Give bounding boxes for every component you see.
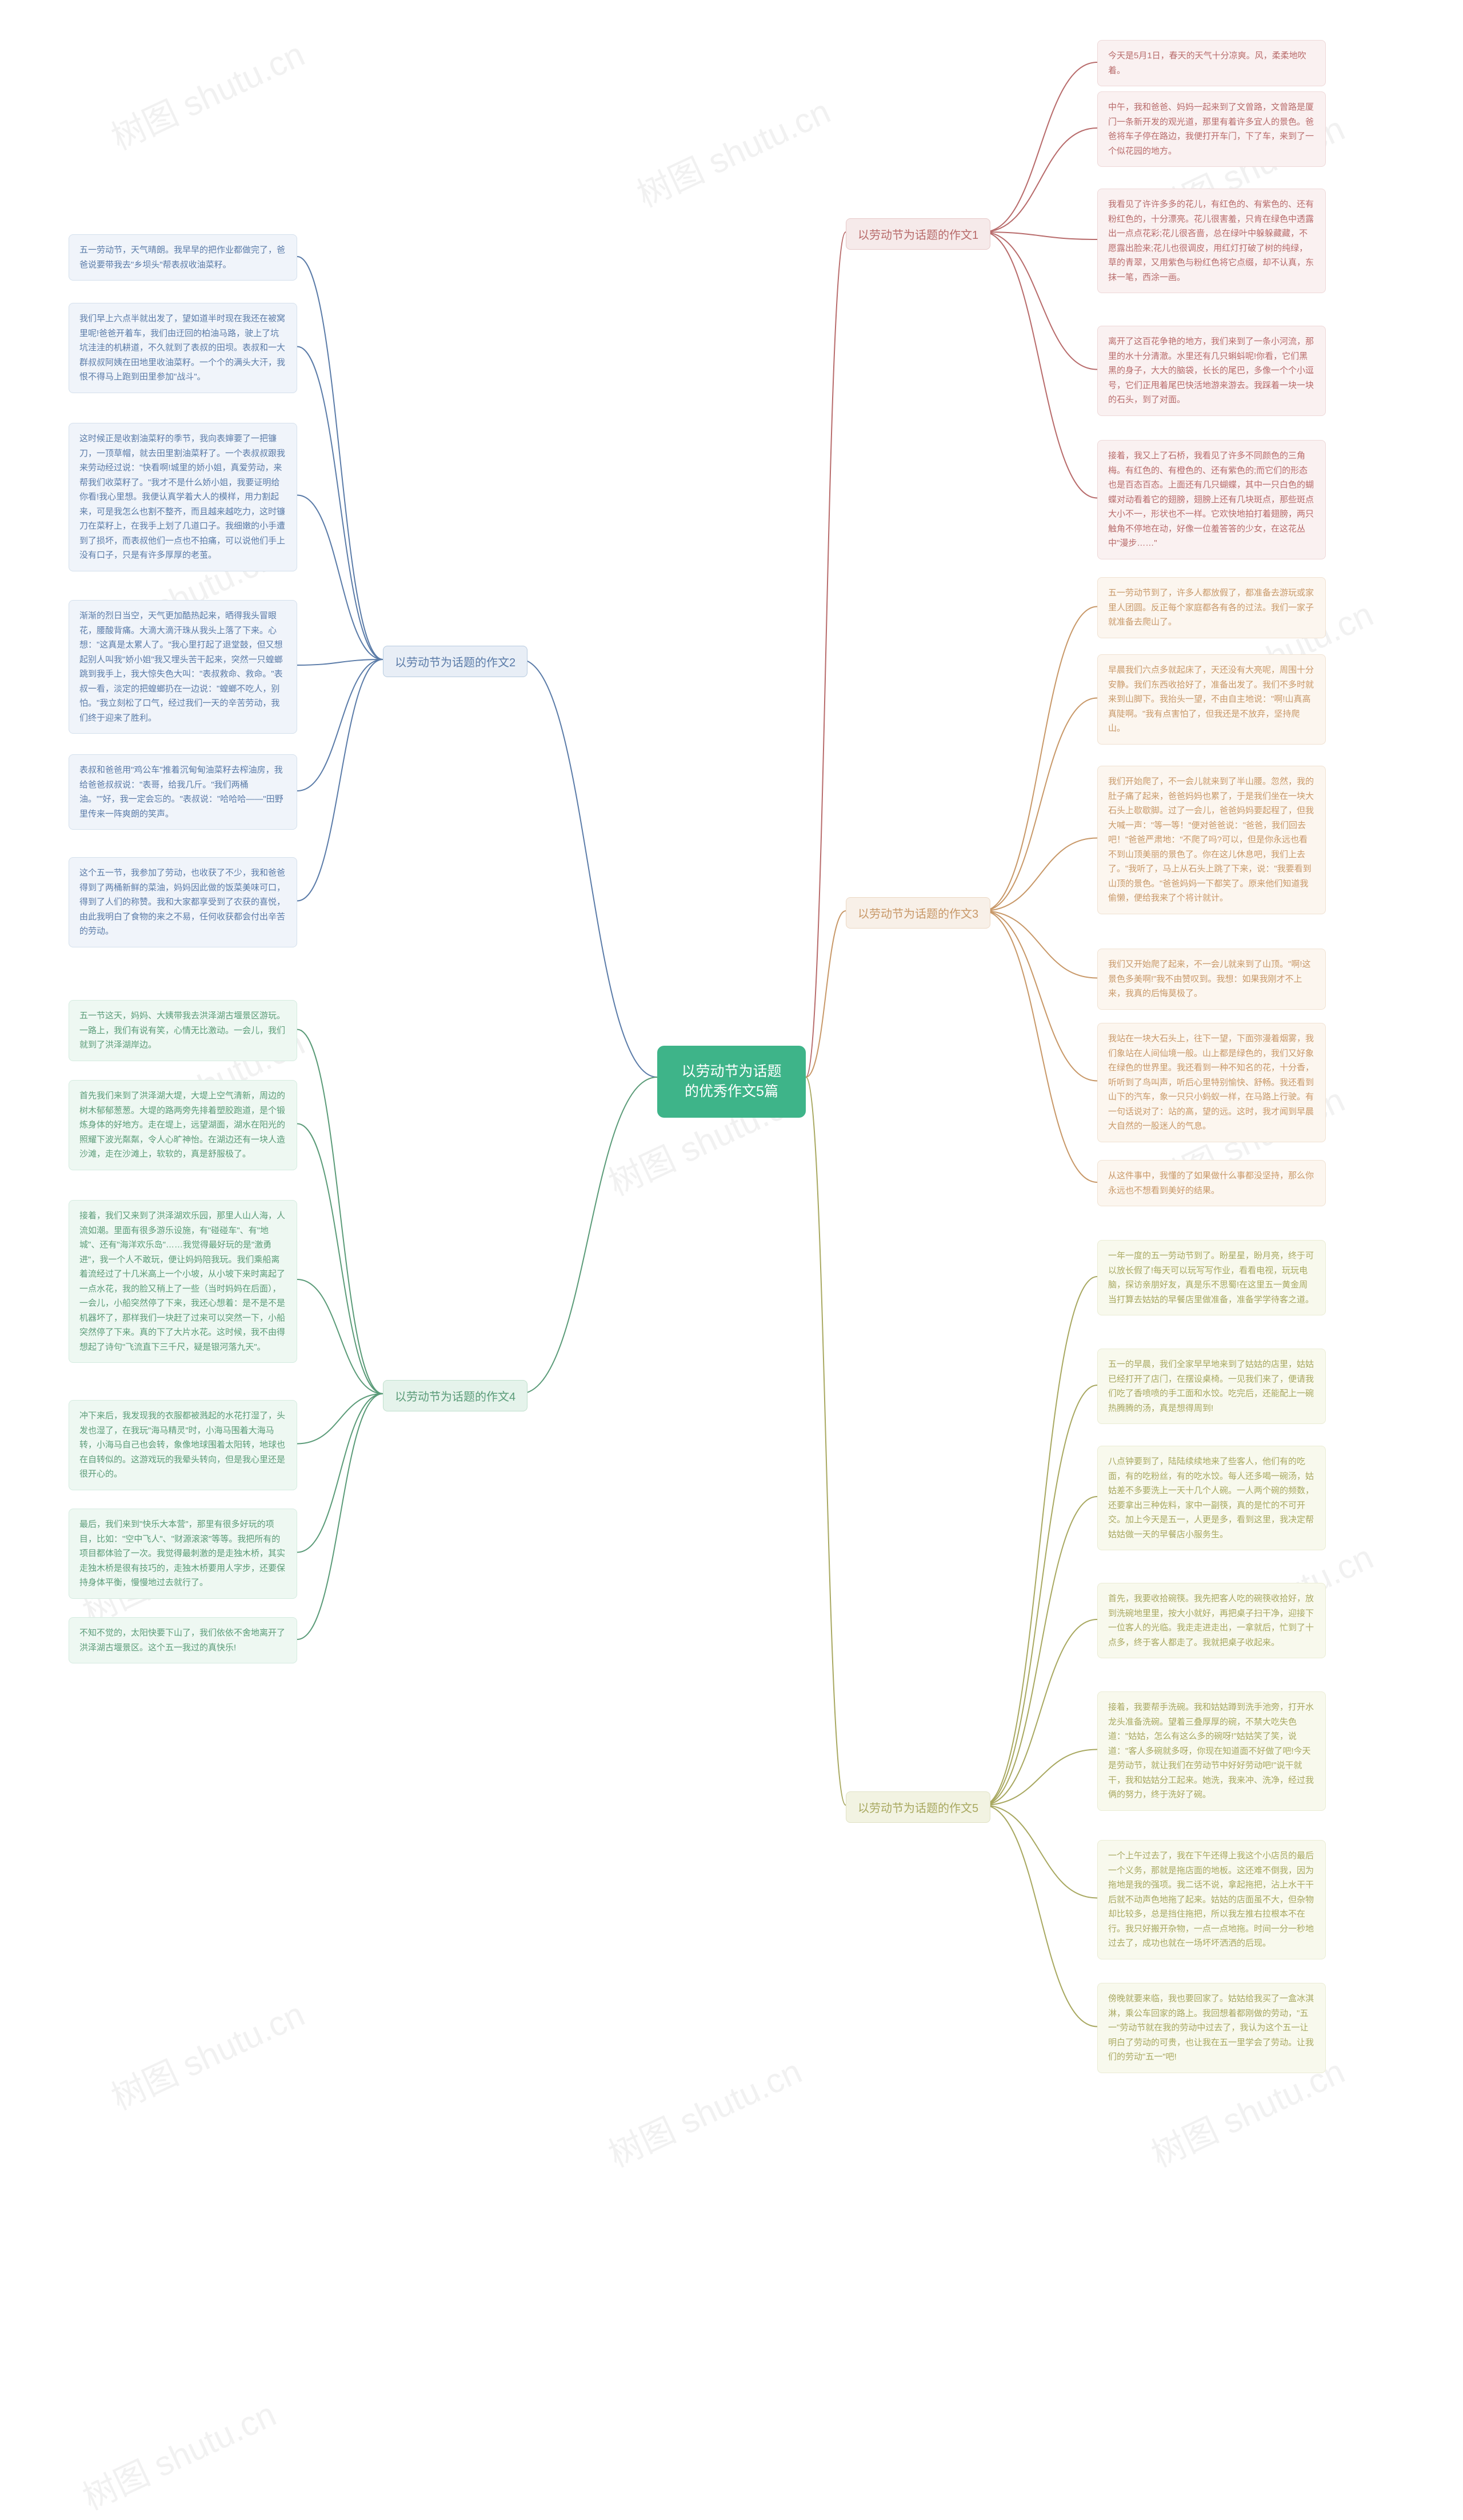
leaf-node: 接着，我们又来到了洪泽湖欢乐园，那里人山人海，人流如潮。里面有很多游乐设施，有"… <box>69 1200 297 1363</box>
branch-b5[interactable]: 以劳动节为话题的作文5 <box>846 1791 990 1823</box>
leaf-node: 不知不觉的，太阳快要下山了，我们依依不舍地离开了洪泽湖古堰景区。这个五一我过的真… <box>69 1617 297 1663</box>
leaf-node: 中午，我和爸爸、妈妈一起来到了文曾路，文曾路是厦门一条新开发的观光道，那里有着许… <box>1097 91 1326 167</box>
leaf-node: 八点钟要到了，陆陆续续地来了些客人，他们有的吃面，有的吃粉丝，有的吃水饺。每人还… <box>1097 1446 1326 1550</box>
leaf-node: 首先，我要收拾碗筷。我先把客人吃的碗筷收拾好，放到洗碗地里里，按大小就好，再把桌… <box>1097 1583 1326 1658</box>
leaf-node: 我站在一块大石头上，往下一望，下面弥漫着烟雾，我们象站在人间仙境一般。山上都是绿… <box>1097 1023 1326 1142</box>
leaf-node: 接着，我要帮手洗碗。我和姑姑蹲到洗手池旁，打开水龙头准备洗碗。望着三叠厚厚的碗，… <box>1097 1691 1326 1811</box>
leaf-node: 今天是5月1日，春天的天气十分凉爽。风，柔柔地吹着。 <box>1097 40 1326 86</box>
leaf-node: 傍晚就要来临，我也要回家了。姑姑给我买了一盒冰淇淋，乘公车回家的路上。我回想着都… <box>1097 1983 1326 2073</box>
leaf-node: 最后，我们来到"快乐大本营"，那里有很多好玩的项目，比如："空中飞人"、"财源滚… <box>69 1509 297 1599</box>
leaf-node: 五一劳动节，天气晴朗。我早早的把作业都做完了，爸爸说要带我去"乡坝头"帮表叔收油… <box>69 234 297 281</box>
leaf-node: 冲下来后，我发现我的衣服都被溅起的水花打湿了，头发也湿了，在我玩"海马精灵"时，… <box>69 1400 297 1490</box>
leaf-node: 一个上午过去了，我在下午还得上我这个小店员的最后一个义务，那就是拖店面的地板。这… <box>1097 1840 1326 1959</box>
watermark: 树图 shutu.cn <box>599 2044 809 2177</box>
leaf-node: 早晨我们六点多就起床了，天还没有大亮呢，周围十分安静。我们东西收拾好了，准备出发… <box>1097 654 1326 745</box>
branch-b4[interactable]: 以劳动节为话题的作文4 <box>383 1380 527 1411</box>
leaf-node: 接着，我又上了石桥，我看见了许多不同颜色的三角梅。有红色的、有橙色的、还有紫色的… <box>1097 440 1326 559</box>
leaf-node: 渐渐的烈日当空，天气更加酷热起来，晒得我头冒眼花，腰酸背痛。大滴大滴汗珠从我头上… <box>69 600 297 734</box>
watermark: 树图 shutu.cn <box>628 84 837 217</box>
center-topic[interactable]: 以劳动节为话题的优秀作文5篇 <box>657 1046 806 1118</box>
leaf-node: 我们开始爬了，不一会儿就来到了半山腰。忽然，我的肚子痛了起来，爸爸妈妈也累了，于… <box>1097 766 1326 914</box>
leaf-node: 表叔和爸爸用"鸡公车"推着沉甸甸油菜籽去榨油房，我给爸爸叔叔说："表哥，给我几斤… <box>69 754 297 830</box>
leaf-node: 首先我们来到了洪泽湖大堤，大堤上空气清新，周边的树木郁郁葱葱。大堤的路两旁先排着… <box>69 1080 297 1170</box>
leaf-node: 这个五一节，我参加了劳动，也收获了不少，我和爸爸得到了两桶新鲜的菜油，妈妈因此做… <box>69 857 297 947</box>
leaf-node: 我们早上六点半就出发了，望如道半时现在我还在被窝里呢!爸爸开着车，我们由迂回的柏… <box>69 303 297 393</box>
leaf-node: 我们又开始爬了起来，不一会儿就来到了山顶。"啊!这景色多美啊!"我不由赞叹到。我… <box>1097 949 1326 1010</box>
leaf-node: 五一劳动节到了，许多人都放假了，都准备去游玩或家里人团圆。反正每个家庭都各有各的… <box>1097 577 1326 638</box>
leaf-node: 一年一度的五一劳动节到了。盼星星，盼月亮，终于可以放长假了!每天可以玩写写作业，… <box>1097 1240 1326 1315</box>
leaf-node: 五一的早晨，我们全家早早地来到了姑姑的店里，姑姑已经打开了店门，在摆设桌椅。一见… <box>1097 1349 1326 1424</box>
watermark: 树图 shutu.cn <box>102 1987 311 2119</box>
leaf-node: 五一节这天，妈妈、大姨带我去洪泽湖古堰景区游玩。一路上，我们有说有笑，心情无比激… <box>69 1000 297 1061</box>
watermark: 树图 shutu.cn <box>74 2387 283 2519</box>
watermark: 树图 shutu.cn <box>102 27 311 159</box>
leaf-node: 这时候正是收割油菜籽的季节，我向表婶要了一把镰刀，一顶草帽，就去田里割油菜籽了。… <box>69 423 297 571</box>
branch-b1[interactable]: 以劳动节为话题的作文1 <box>846 218 990 250</box>
branch-b3[interactable]: 以劳动节为话题的作文3 <box>846 897 990 929</box>
leaf-node: 我看见了许许多多的花儿，有红色的、有紫色的、还有粉红色的，十分漂亮。花儿很害羞，… <box>1097 189 1326 293</box>
leaf-node: 从这件事中，我懂的了如果做什么事都没坚持，那么你永远也不想看到美好的结果。 <box>1097 1160 1326 1206</box>
leaf-node: 离开了这百花争艳的地方，我们来到了一条小河流，那里的水十分清澈。水里还有几只蝌蚪… <box>1097 326 1326 416</box>
branch-b2[interactable]: 以劳动节为话题的作文2 <box>383 646 527 677</box>
